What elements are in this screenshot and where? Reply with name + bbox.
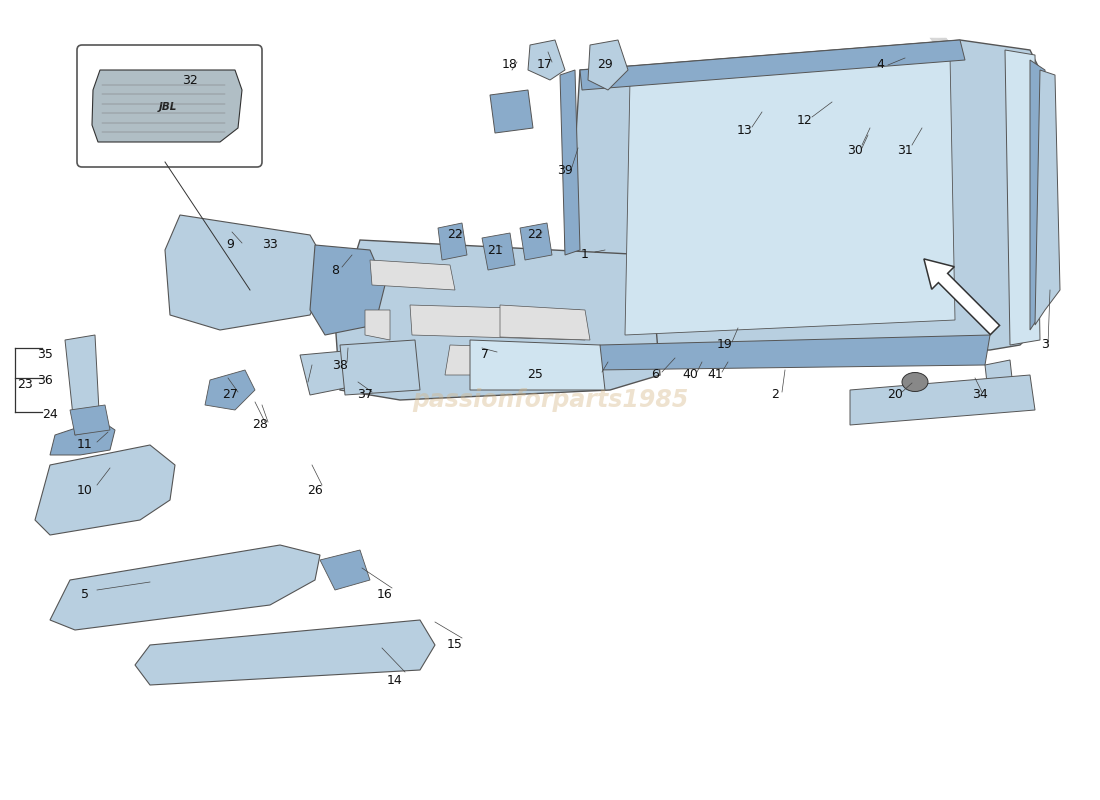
Text: 16: 16 xyxy=(377,589,393,602)
Text: 10: 10 xyxy=(77,483,92,497)
Text: 3: 3 xyxy=(1041,338,1049,351)
Text: 22: 22 xyxy=(527,229,543,242)
Polygon shape xyxy=(365,310,390,340)
Text: 12: 12 xyxy=(798,114,813,126)
Text: 17: 17 xyxy=(537,58,553,71)
FancyArrow shape xyxy=(924,259,1000,334)
Polygon shape xyxy=(595,335,990,370)
Text: 11: 11 xyxy=(77,438,92,451)
Polygon shape xyxy=(482,233,515,270)
Polygon shape xyxy=(500,305,590,340)
Polygon shape xyxy=(528,40,565,80)
Polygon shape xyxy=(520,223,552,260)
Text: 40: 40 xyxy=(682,369,697,382)
Polygon shape xyxy=(70,405,110,435)
Text: 22: 22 xyxy=(447,229,463,242)
Text: 13: 13 xyxy=(737,123,752,137)
Polygon shape xyxy=(438,223,468,260)
Polygon shape xyxy=(320,550,370,590)
Ellipse shape xyxy=(902,373,928,391)
Polygon shape xyxy=(1005,50,1040,345)
Text: 25: 25 xyxy=(527,369,543,382)
Polygon shape xyxy=(65,335,100,435)
Polygon shape xyxy=(470,340,605,390)
Polygon shape xyxy=(370,260,455,290)
Text: 27: 27 xyxy=(222,389,238,402)
Text: 30: 30 xyxy=(847,143,862,157)
Text: 23: 23 xyxy=(18,378,33,391)
Text: 37: 37 xyxy=(358,389,373,402)
Text: 4: 4 xyxy=(876,58,884,71)
Text: 9: 9 xyxy=(227,238,234,251)
Text: 21: 21 xyxy=(487,243,503,257)
Text: 7: 7 xyxy=(481,349,490,362)
Text: 41: 41 xyxy=(707,369,723,382)
Polygon shape xyxy=(205,370,255,410)
Polygon shape xyxy=(340,340,420,395)
Polygon shape xyxy=(490,90,534,133)
Text: 28: 28 xyxy=(252,418,268,431)
Text: 19: 19 xyxy=(717,338,733,351)
Text: 26: 26 xyxy=(307,483,323,497)
Polygon shape xyxy=(50,545,320,630)
Text: 18: 18 xyxy=(502,58,518,71)
Polygon shape xyxy=(1035,70,1060,325)
Text: 24: 24 xyxy=(42,409,58,422)
Text: 35: 35 xyxy=(37,349,53,362)
Text: 38: 38 xyxy=(332,358,348,371)
Polygon shape xyxy=(336,240,660,400)
FancyBboxPatch shape xyxy=(77,45,262,167)
Text: 2: 2 xyxy=(771,389,779,402)
Polygon shape xyxy=(560,70,580,255)
Text: 1: 1 xyxy=(581,249,589,262)
Text: 8: 8 xyxy=(331,263,339,277)
Polygon shape xyxy=(50,420,116,455)
Text: 29: 29 xyxy=(597,58,613,71)
Polygon shape xyxy=(135,620,435,685)
Polygon shape xyxy=(410,305,585,340)
Polygon shape xyxy=(300,350,360,395)
Text: JBL: JBL xyxy=(158,102,177,112)
Text: passionforparts1985: passionforparts1985 xyxy=(411,388,689,412)
Polygon shape xyxy=(580,40,965,90)
Polygon shape xyxy=(850,375,1035,425)
Polygon shape xyxy=(92,70,242,142)
Text: 31: 31 xyxy=(898,143,913,157)
Polygon shape xyxy=(446,345,595,375)
Text: 5: 5 xyxy=(81,589,89,602)
Polygon shape xyxy=(165,215,330,330)
Polygon shape xyxy=(984,360,1015,410)
Text: 15: 15 xyxy=(447,638,463,651)
Text: 39: 39 xyxy=(557,163,573,177)
Text: 6: 6 xyxy=(651,369,659,382)
Polygon shape xyxy=(565,40,1040,360)
Text: 32: 32 xyxy=(183,74,198,86)
Polygon shape xyxy=(588,40,628,90)
Text: 34: 34 xyxy=(972,389,988,402)
Text: 20: 20 xyxy=(887,389,903,402)
Polygon shape xyxy=(1030,60,1050,330)
Text: 36: 36 xyxy=(37,374,53,386)
Text: 33: 33 xyxy=(262,238,278,251)
Text: 14: 14 xyxy=(387,674,403,686)
Polygon shape xyxy=(35,445,175,535)
Polygon shape xyxy=(625,55,955,335)
Polygon shape xyxy=(310,245,385,335)
